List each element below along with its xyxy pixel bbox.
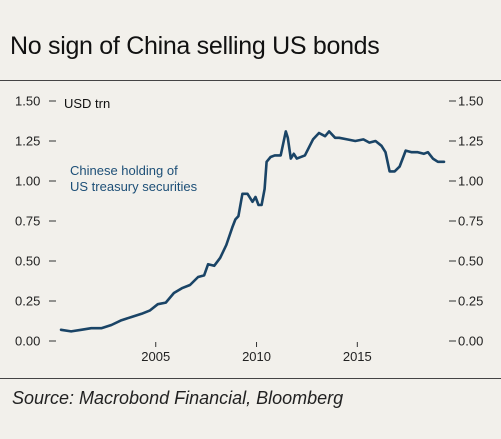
y-right-tick-label: 1.25 xyxy=(458,134,483,149)
title-divider xyxy=(0,80,501,81)
source-divider xyxy=(0,378,501,379)
x-tick-label: 2005 xyxy=(141,349,170,364)
unit-label: USD trn xyxy=(64,96,110,111)
y-right-tick-label: 0.00 xyxy=(458,334,483,349)
y-left-tick-label: 1.25 xyxy=(15,134,40,149)
series-line xyxy=(59,130,446,333)
chart-title: No sign of China selling US bonds xyxy=(10,32,380,60)
y-right-tick-label: 0.75 xyxy=(458,214,483,229)
annotation-line-2: US treasury securities xyxy=(70,179,198,194)
y-left-tick-label: 0.00 xyxy=(15,334,40,349)
y-right-tick-label: 1.50 xyxy=(458,94,483,109)
x-tick-label: 2015 xyxy=(343,349,372,364)
series-layer xyxy=(59,130,446,333)
x-axis: 2005 2010 2015 xyxy=(141,342,372,364)
y-left-tick-label: 1.00 xyxy=(15,174,40,189)
y-left-tick-label: 0.50 xyxy=(15,254,40,269)
y-axis-left: 0.00 0.25 0.50 0.75 1.00 1.25 1.50 xyxy=(15,94,56,349)
y-right-tick-label: 0.50 xyxy=(458,254,483,269)
y-left-tick-label: 0.75 xyxy=(15,214,40,229)
y-left-tick-label: 0.25 xyxy=(15,294,40,309)
y-axis-right: 0.00 0.25 0.50 0.75 1.00 1.25 1.50 xyxy=(449,94,483,349)
annotation-line-1: Chinese holding of xyxy=(70,163,178,178)
y-right-tick-label: 1.00 xyxy=(458,174,483,189)
source-note: Source: Macrobond Financial, Bloomberg xyxy=(12,388,344,408)
y-left-tick-label: 1.50 xyxy=(15,94,40,109)
y-right-tick-label: 0.25 xyxy=(458,294,483,309)
x-tick-label: 2010 xyxy=(242,349,271,364)
